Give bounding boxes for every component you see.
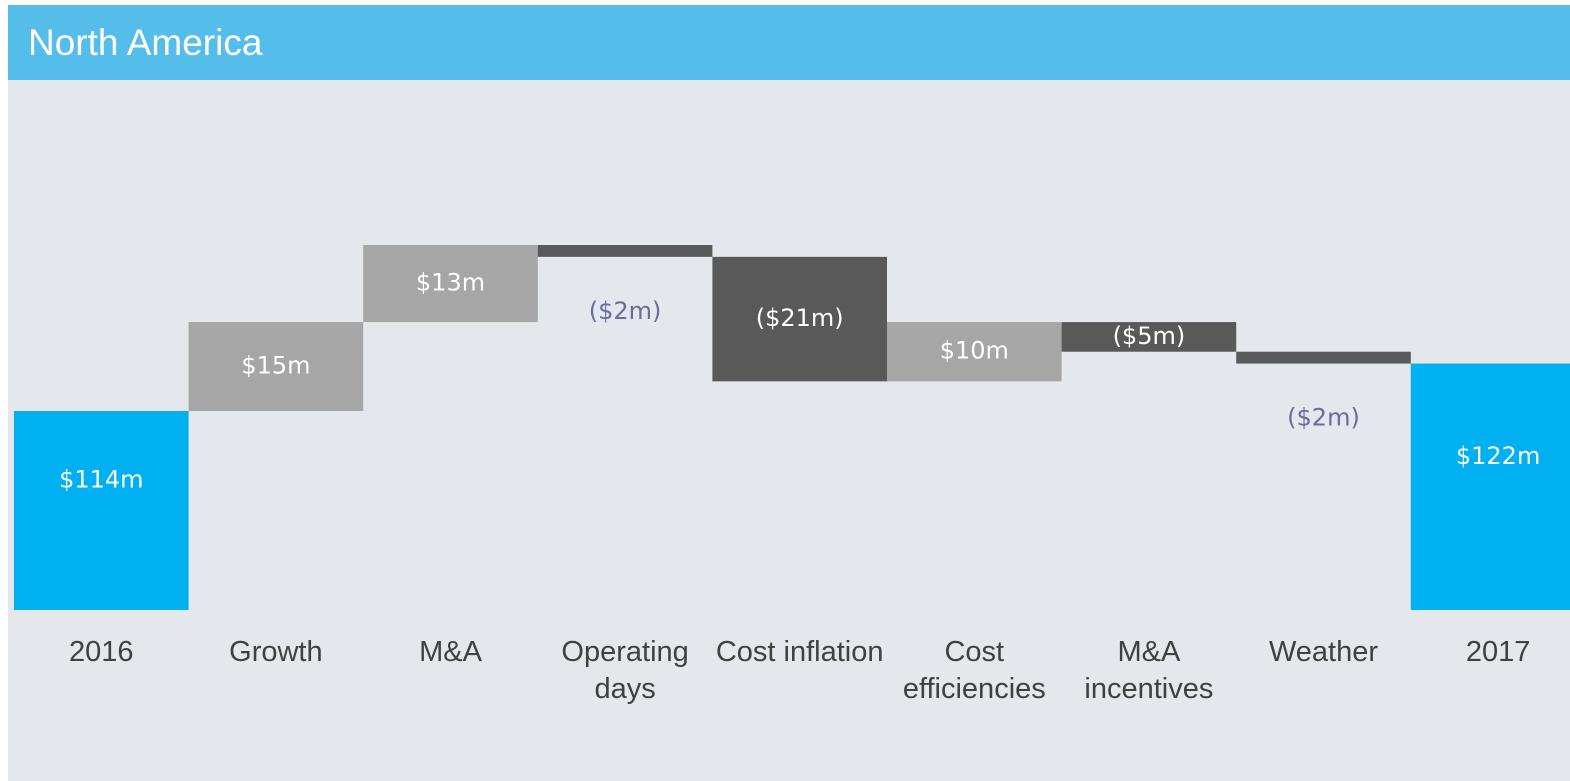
value-label: $15m (241, 352, 310, 380)
value-label: ($5m) (1113, 322, 1186, 350)
x-tick-label: Cost efficiencies (902, 636, 1046, 705)
value-label: ($21m) (756, 304, 844, 332)
header-bar (8, 5, 1570, 80)
bar (1410, 363, 1570, 610)
bar (712, 256, 887, 382)
x-tick-label: 2017 (1465, 636, 1531, 668)
bar (363, 245, 538, 323)
bar (887, 322, 1062, 382)
value-label: ($2m) (589, 297, 662, 325)
bar (188, 322, 364, 411)
value-label: $10m (940, 337, 1009, 365)
value-label: $122m (1456, 442, 1540, 470)
x-tick-label: M&A (419, 636, 482, 668)
value-label: $13m (416, 269, 485, 297)
value-label: ($2m) (1287, 404, 1360, 432)
x-tick-label: Weather (1268, 636, 1379, 668)
value-label: $114m (59, 466, 143, 494)
x-tick-label: M&A incentives (1084, 636, 1214, 705)
bar (1061, 322, 1237, 352)
bar (14, 411, 189, 610)
x-tick-label: 2016 (69, 636, 134, 668)
bar (1236, 351, 1411, 364)
x-tick-label: Cost inflation (715, 636, 884, 668)
x-tick-label: Growth (229, 636, 323, 668)
bar (537, 245, 713, 257)
x-tick-label: Operating days (561, 636, 689, 705)
chart-title: North America (28, 22, 263, 63)
